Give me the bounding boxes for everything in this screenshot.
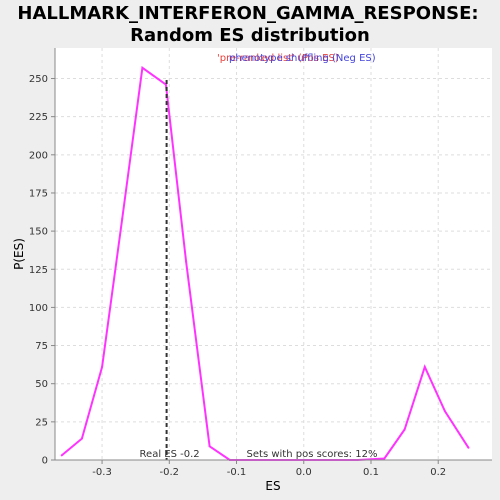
data-point <box>404 428 406 430</box>
pos-scores-label: Sets with pos scores: 12% <box>247 449 378 460</box>
y-axis-label: P(ES) <box>12 238 26 270</box>
y-tick-label: 100 <box>29 303 48 314</box>
data-point <box>101 366 103 368</box>
data-point <box>467 447 469 449</box>
chart-subtitle: Random ES distribution <box>130 25 370 46</box>
data-point <box>141 67 143 69</box>
data-point <box>121 218 123 220</box>
x-tick-label: -0.1 <box>227 467 247 478</box>
chart-title: HALLMARK_INTERFERON_GAMMA_RESPONSE: <box>17 3 478 24</box>
y-tick-label: 200 <box>29 150 48 161</box>
x-axis-label: ES <box>265 479 280 493</box>
y-tick-label: 250 <box>29 74 48 85</box>
data-point <box>185 261 187 263</box>
x-tick-label: 0.1 <box>363 467 379 478</box>
data-point <box>444 410 446 412</box>
data-point <box>383 457 385 459</box>
y-tick-label: 50 <box>35 379 48 390</box>
y-tick-label: 75 <box>35 341 48 352</box>
x-tick-label: -0.2 <box>160 467 180 478</box>
real-es-label: Real ES -0.2 <box>140 449 200 460</box>
data-point <box>424 366 426 368</box>
y-tick-label: 150 <box>29 227 48 238</box>
legend: 'pre-ranked list' (Pos ES) phenotype shu… <box>217 53 376 64</box>
y-tick-label: 25 <box>35 417 48 428</box>
data-point <box>81 438 83 440</box>
x-tick-label: 0.0 <box>296 467 312 478</box>
plot-area <box>55 48 492 460</box>
y-tick-label: 125 <box>29 265 48 276</box>
y-tick-label: 175 <box>29 188 48 199</box>
legend-neg-es: phenotype shuffling (Neg ES) <box>229 53 376 64</box>
y-tick-label: 225 <box>29 112 48 123</box>
x-tick-label: -0.3 <box>92 467 112 478</box>
x-tick-label: 0.2 <box>430 467 446 478</box>
data-point <box>61 454 63 456</box>
y-tick-label: 0 <box>42 456 48 467</box>
data-point <box>209 445 211 447</box>
